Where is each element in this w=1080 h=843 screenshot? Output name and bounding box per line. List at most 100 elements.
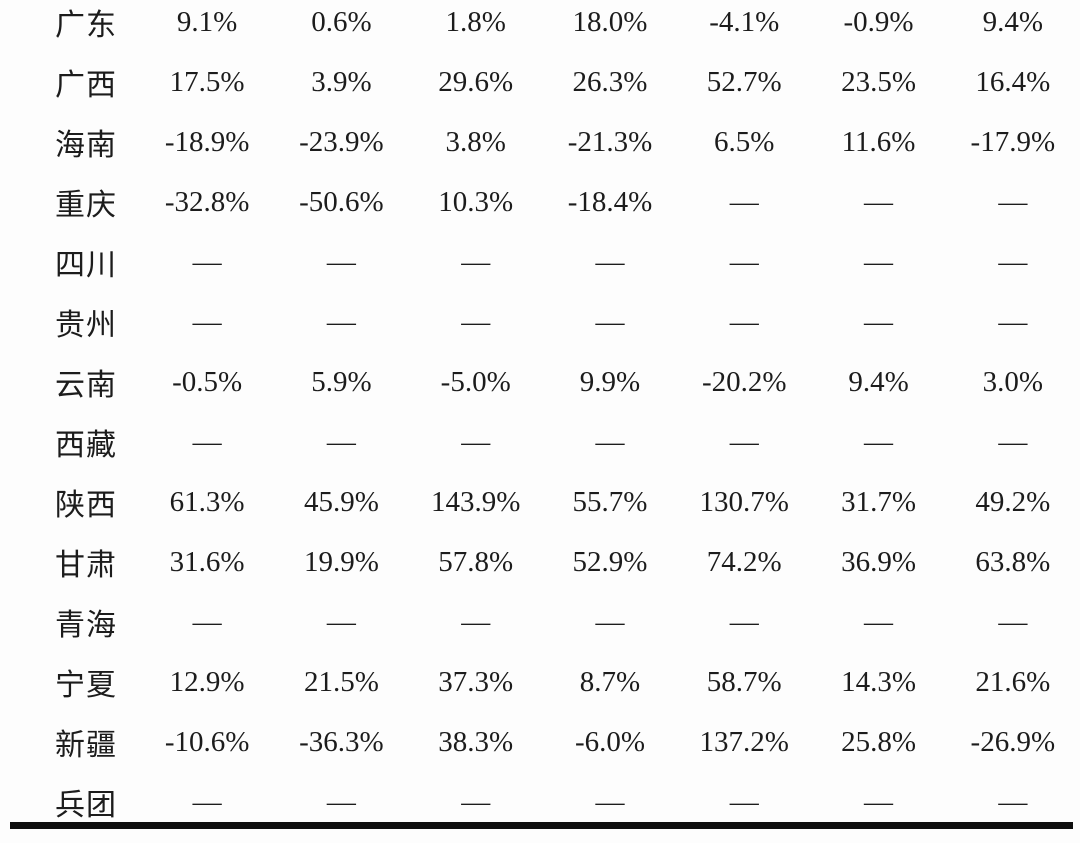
table-cell: 143.9%: [430, 485, 521, 518]
table-row: 陕西 61.3% 45.9% 143.9% 55.7% 130.7% 31.7%…: [0, 472, 1080, 532]
table-cell: -21.3%: [567, 125, 653, 158]
table-cell: 36.9%: [841, 545, 916, 578]
table-row: 广东 9.1% 0.6% 1.8% 18.0% -4.1% -0.9% 9.4%: [0, 0, 1080, 52]
table-cell: —: [729, 425, 759, 458]
table-cell: —: [461, 785, 491, 818]
table-cell: -18.9%: [164, 125, 250, 158]
table-row: 重庆 -32.8% -50.6% 10.3% -18.4% — — —: [0, 172, 1080, 232]
table-cell: 74.2%: [706, 545, 782, 578]
table-cell: -5.0%: [440, 365, 511, 398]
table-cell: 23.5%: [841, 65, 916, 98]
table-row: 兵团 — — — — — — —: [0, 772, 1080, 832]
table-cell: —: [998, 605, 1028, 638]
table-cell: 9.9%: [579, 365, 641, 398]
province-label: 海南: [55, 129, 117, 162]
table-row: 甘肃 31.6% 19.9% 57.8% 52.9% 74.2% 36.9% 6…: [0, 532, 1080, 592]
province-label: 兵团: [55, 789, 117, 822]
table-cell: —: [864, 245, 894, 278]
table-cell: 57.8%: [438, 545, 514, 578]
table-cell: 45.9%: [303, 485, 379, 518]
table-cell: —: [192, 605, 222, 638]
table-cell: 8.7%: [579, 665, 641, 698]
table-cell: —: [998, 305, 1028, 338]
table-cell: 10.3%: [438, 185, 514, 218]
table-row: 广西 17.5% 3.9% 29.6% 26.3% 52.7% 23.5% 16…: [0, 52, 1080, 112]
province-label: 广东: [55, 9, 117, 42]
table-cell: -4.1%: [709, 5, 780, 38]
table-cell: 137.2%: [699, 725, 789, 758]
province-label: 四川: [55, 249, 117, 282]
table-cell: 52.9%: [572, 545, 648, 578]
province-label: 宁夏: [55, 669, 117, 702]
table-cell: —: [192, 425, 222, 458]
table-cell: 0.6%: [311, 5, 372, 38]
table-cell: —: [729, 605, 759, 638]
table-cell: 19.9%: [303, 545, 379, 578]
table-cell: -23.9%: [299, 125, 384, 158]
table-cell: -10.6%: [164, 725, 250, 758]
table-cell: 18.0%: [572, 5, 648, 38]
table-cell: —: [192, 785, 222, 818]
table-cell: —: [326, 245, 356, 278]
table-cell: -17.9%: [970, 125, 1056, 158]
table-cell: 29.6%: [438, 65, 514, 98]
table-cell: 61.3%: [169, 485, 245, 518]
province-label: 重庆: [55, 189, 117, 222]
table-cell: 49.2%: [975, 485, 1051, 518]
table-cell: -0.9%: [843, 5, 914, 38]
table-cell: 31.6%: [169, 545, 245, 578]
table-row: 宁夏 12.9% 21.5% 37.3% 8.7% 58.7% 14.3% 21…: [0, 652, 1080, 712]
table-cell: 3.0%: [982, 365, 1044, 398]
province-label: 西藏: [55, 429, 117, 462]
table-cell: —: [461, 605, 491, 638]
table-cell: —: [326, 305, 356, 338]
table-cell: 55.7%: [572, 485, 648, 518]
table-cell: -32.8%: [164, 185, 250, 218]
table-cell: —: [864, 305, 894, 338]
table-cell: —: [461, 245, 491, 278]
table-cell: -36.3%: [299, 725, 384, 758]
table-cell: -20.2%: [701, 365, 787, 398]
table-cell: —: [864, 605, 894, 638]
table-cell: —: [729, 305, 759, 338]
table-cell: -0.5%: [172, 365, 243, 398]
table-cell: 130.7%: [699, 485, 789, 518]
table-cell: 11.6%: [841, 125, 916, 158]
table-cell: -6.0%: [574, 725, 646, 758]
province-label: 广西: [55, 69, 117, 102]
table-cell: —: [326, 605, 356, 638]
province-label: 新疆: [55, 729, 117, 762]
table-row: 青海 — — — — — — —: [0, 592, 1080, 652]
province-label: 甘肃: [55, 549, 117, 582]
table-cell: —: [998, 425, 1028, 458]
table-cell: —: [595, 305, 625, 338]
table-cell: 58.7%: [706, 665, 782, 698]
table-cell: 1.8%: [445, 5, 506, 38]
table-cell: 21.5%: [303, 665, 379, 698]
table-cell: —: [595, 785, 625, 818]
table-cell: 5.9%: [311, 365, 372, 398]
table-cell: —: [326, 425, 356, 458]
table-row: 贵州 — — — — — — —: [0, 292, 1080, 352]
table-cell: 21.6%: [975, 665, 1051, 698]
table-cell: —: [864, 785, 894, 818]
table-cell: —: [729, 785, 759, 818]
table-cell: —: [864, 185, 894, 218]
province-label: 云南: [55, 369, 117, 402]
table-cell: —: [729, 185, 759, 218]
table-row: 海南 -18.9% -23.9% 3.8% -21.3% 6.5% 11.6% …: [0, 112, 1080, 172]
table-cell: —: [998, 245, 1028, 278]
table-cell: —: [192, 245, 222, 278]
province-label: 陕西: [55, 489, 117, 522]
table-cell: —: [998, 785, 1028, 818]
table-cell: 26.3%: [572, 65, 648, 98]
table-cell: —: [461, 425, 491, 458]
table-row: 新疆 -10.6% -36.3% 38.3% -6.0% 137.2% 25.8…: [0, 712, 1080, 772]
table-cell: —: [595, 605, 625, 638]
table-cell: 38.3%: [438, 725, 514, 758]
table-cell: 9.4%: [848, 365, 909, 398]
province-label: 青海: [55, 609, 117, 642]
table-cell: 31.7%: [841, 485, 916, 518]
table-cell: —: [998, 185, 1028, 218]
